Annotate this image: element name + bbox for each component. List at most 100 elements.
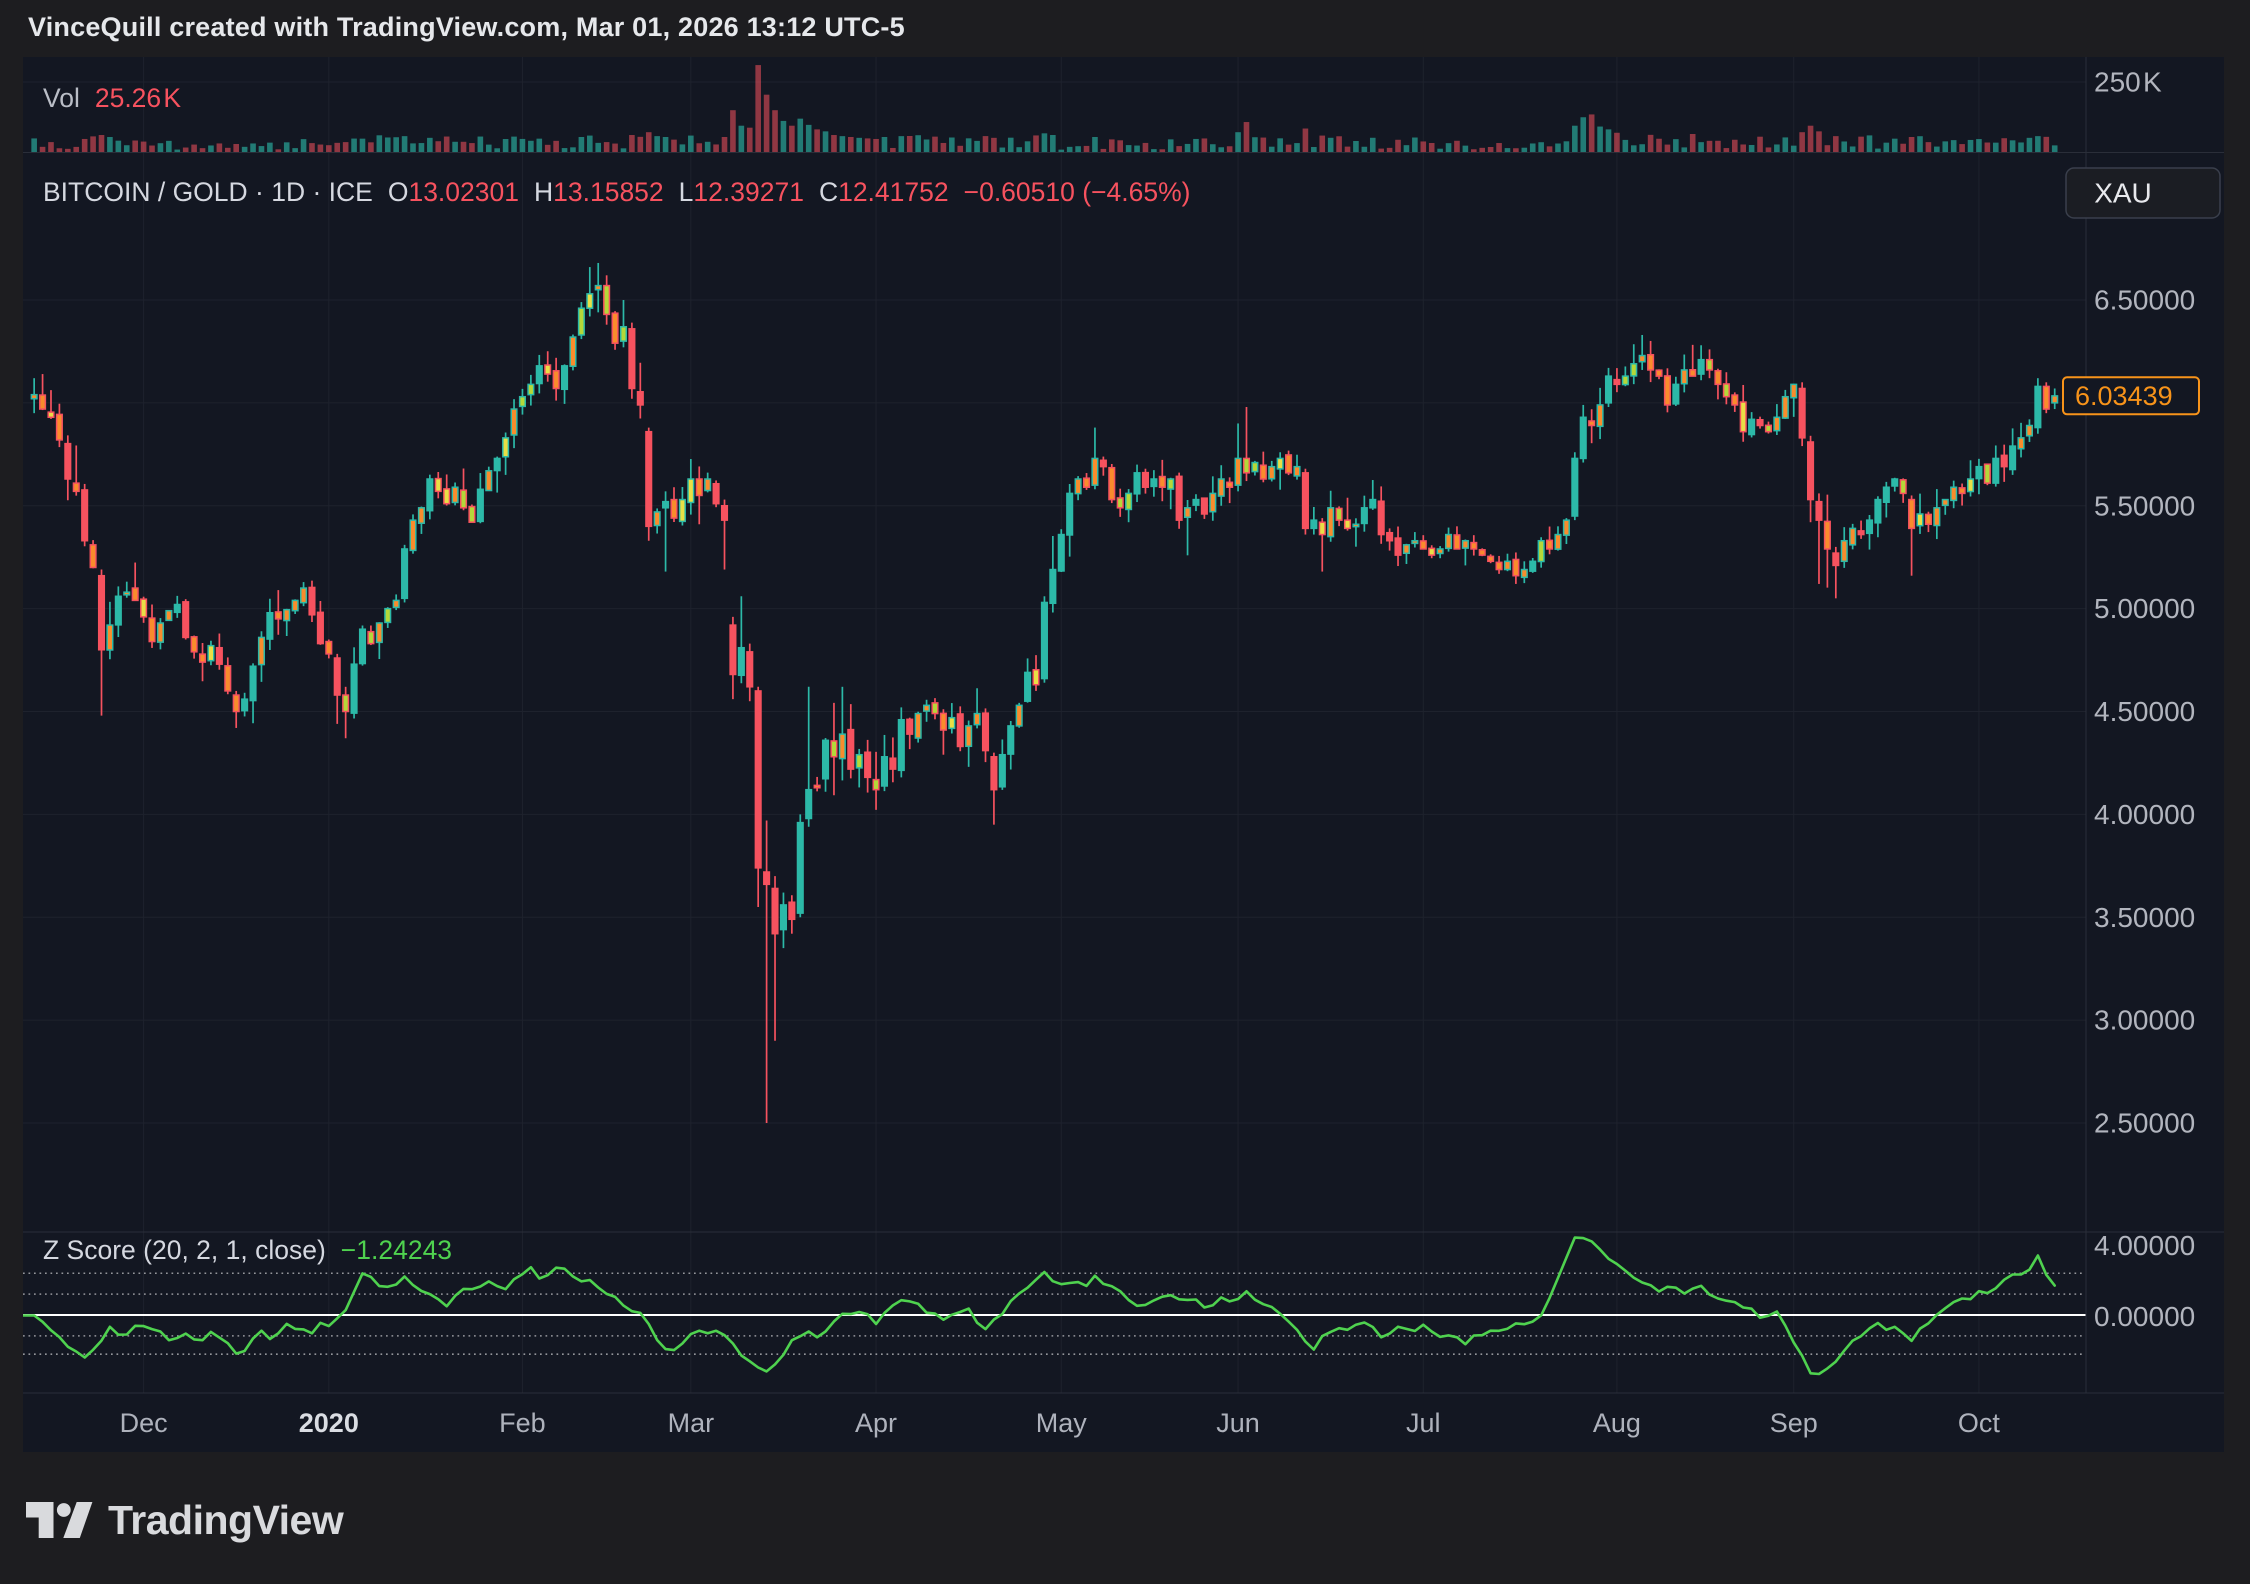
candle-body[interactable]: [1596, 404, 1604, 428]
volume-bar[interactable]: [1706, 140, 1713, 153]
candle-body[interactable]: [855, 753, 863, 769]
candle-body[interactable]: [897, 718, 905, 772]
candle-body[interactable]: [459, 489, 468, 509]
volume-bar[interactable]: [1134, 145, 1140, 153]
volume-bar[interactable]: [452, 141, 458, 153]
volume-bar[interactable]: [1235, 132, 1241, 153]
volume-bar[interactable]: [578, 136, 585, 153]
volume-bar[interactable]: [932, 136, 938, 153]
volume-bar[interactable]: [1445, 143, 1452, 153]
candle-body[interactable]: [325, 640, 333, 655]
candle-body[interactable]: [1562, 519, 1570, 536]
candle-body[interactable]: [813, 784, 821, 789]
volume-bar[interactable]: [1917, 136, 1923, 153]
candle-body[interactable]: [1672, 383, 1680, 405]
candle-body[interactable]: [1024, 671, 1032, 702]
candle-body[interactable]: [1099, 459, 1107, 468]
volume-bar[interactable]: [393, 137, 399, 153]
candle-body[interactable]: [1478, 549, 1486, 556]
volume-bar[interactable]: [679, 144, 686, 153]
volume-bar[interactable]: [31, 138, 37, 153]
candle-body[interactable]: [1697, 358, 1705, 375]
candle-body[interactable]: [939, 712, 947, 731]
volume-bar[interactable]: [999, 147, 1006, 153]
candle-body[interactable]: [1630, 363, 1638, 377]
volume-bar[interactable]: [48, 142, 54, 153]
volume-bar[interactable]: [1959, 144, 1965, 153]
candle-body[interactable]: [148, 617, 156, 643]
candle-body[interactable]: [434, 477, 442, 493]
volume-bar[interactable]: [1226, 146, 1233, 153]
candle-body[interactable]: [156, 622, 164, 643]
candle-body[interactable]: [628, 328, 636, 390]
volume-bar[interactable]: [1723, 148, 1730, 153]
volume-bar[interactable]: [1630, 145, 1637, 153]
candle-body[interactable]: [1874, 498, 1882, 524]
volume-bar[interactable]: [1597, 126, 1603, 153]
candle-body[interactable]: [1200, 497, 1208, 515]
volume-bar[interactable]: [1715, 140, 1721, 153]
volume-bar[interactable]: [1908, 136, 1915, 153]
volume-bar[interactable]: [839, 136, 846, 153]
volume-bar[interactable]: [376, 135, 383, 153]
candle-body[interactable]: [864, 751, 872, 779]
candle-body[interactable]: [1369, 498, 1377, 509]
candle-body[interactable]: [1259, 464, 1267, 480]
candle-body[interactable]: [872, 778, 880, 791]
volume-bar[interactable]: [1327, 137, 1334, 153]
volume-bar[interactable]: [1774, 144, 1780, 153]
candle-body[interactable]: [1579, 416, 1587, 460]
candle-body[interactable]: [1865, 519, 1874, 535]
candle-body[interactable]: [274, 611, 282, 620]
volume-bar[interactable]: [1260, 137, 1267, 153]
volume-bar[interactable]: [645, 132, 652, 153]
candle-body[interactable]: [1537, 539, 1545, 563]
volume-bar[interactable]: [1142, 142, 1149, 153]
candle-body[interactable]: [1941, 498, 1949, 507]
candle-body[interactable]: [1899, 479, 1907, 495]
candle-body[interactable]: [173, 603, 181, 614]
volume-bar[interactable]: [174, 149, 181, 153]
candle-body[interactable]: [308, 586, 316, 616]
volume-bar[interactable]: [1858, 136, 1864, 153]
candle-body[interactable]: [1722, 383, 1730, 398]
candle-body[interactable]: [1242, 457, 1251, 474]
volume-bar[interactable]: [1210, 144, 1216, 153]
candle-body[interactable]: [611, 312, 619, 344]
volume-bar[interactable]: [2035, 136, 2041, 153]
volume-bar[interactable]: [805, 124, 812, 153]
candle-body[interactable]: [788, 901, 796, 921]
volume-bar[interactable]: [1647, 134, 1654, 153]
volume-bar[interactable]: [1580, 117, 1587, 153]
candle-body[interactable]: [1276, 457, 1284, 470]
volume-bar[interactable]: [2001, 138, 2007, 153]
candle-body[interactable]: [1823, 520, 1831, 550]
volume-bar[interactable]: [1900, 143, 1906, 153]
volume-bar[interactable]: [149, 145, 155, 153]
volume-bar[interactable]: [460, 141, 467, 153]
volume-bar[interactable]: [1024, 141, 1031, 153]
volume-bar[interactable]: [570, 147, 576, 153]
candle-body[interactable]: [1352, 523, 1360, 528]
volume-bar[interactable]: [1992, 142, 1999, 153]
volume-bar[interactable]: [1470, 149, 1477, 153]
volume-bar[interactable]: [789, 125, 795, 153]
candle-body[interactable]: [1386, 531, 1394, 542]
candle-body[interactable]: [594, 284, 602, 291]
candle-body[interactable]: [1815, 500, 1823, 521]
last-price-label-box[interactable]: [2062, 376, 2200, 416]
volume-bar[interactable]: [1075, 146, 1081, 153]
candle-body[interactable]: [81, 489, 89, 542]
zscore-legend[interactable]: Z Score (20, 2, 1, close) −1.24243: [43, 1235, 452, 1266]
candle-body[interactable]: [1908, 498, 1916, 530]
candle-body[interactable]: [1209, 492, 1217, 513]
candle-body[interactable]: [1680, 369, 1688, 385]
candle-body[interactable]: [207, 644, 215, 662]
candle-body[interactable]: [914, 712, 922, 739]
volume-bar[interactable]: [746, 127, 753, 153]
candle-body[interactable]: [198, 653, 207, 663]
candle-body[interactable]: [1167, 478, 1175, 490]
candle-body[interactable]: [1226, 481, 1234, 488]
volume-bar[interactable]: [410, 143, 416, 153]
candle-body[interactable]: [2034, 385, 2042, 429]
